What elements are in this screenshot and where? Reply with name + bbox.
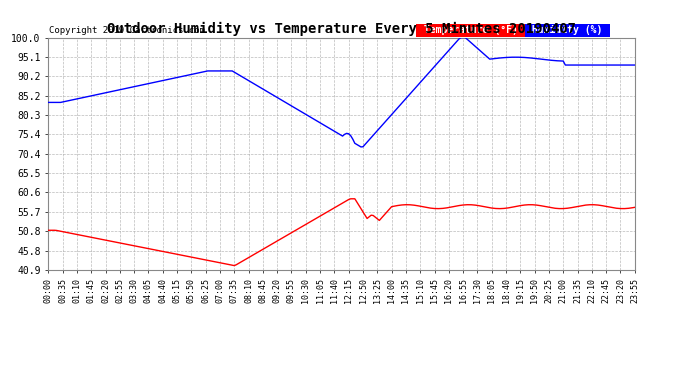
Text: Temperature (°F): Temperature (°F) <box>418 25 524 35</box>
Text: Humidity (%): Humidity (%) <box>526 25 609 35</box>
Text: Copyright 2019 Cartronics.com: Copyright 2019 Cartronics.com <box>49 26 205 35</box>
Title: Outdoor Humidity vs Temperature Every 5 Minutes 20190407: Outdoor Humidity vs Temperature Every 5 … <box>107 22 576 36</box>
